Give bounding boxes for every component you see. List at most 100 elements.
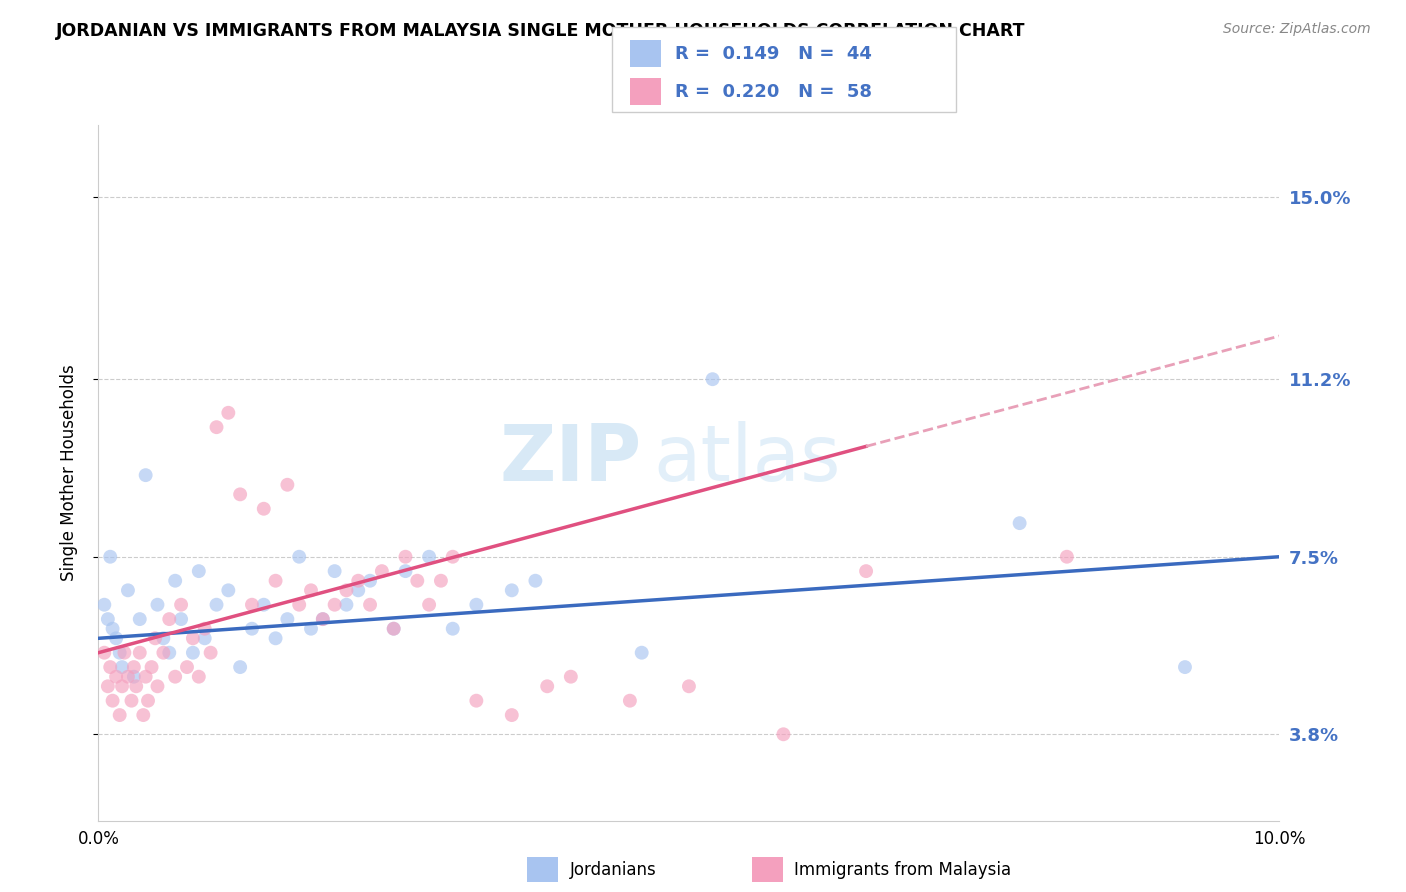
Point — [335, 598, 357, 612]
Point — [359, 574, 381, 588]
Point — [855, 564, 877, 578]
Point — [117, 583, 139, 598]
Point — [323, 598, 346, 612]
Point — [441, 549, 464, 564]
Point — [276, 612, 298, 626]
Point — [394, 549, 416, 564]
Point — [157, 646, 180, 660]
Point — [176, 660, 198, 674]
Point — [1056, 549, 1078, 564]
Point — [111, 660, 134, 674]
Point — [371, 564, 394, 578]
Point — [441, 622, 464, 636]
Point — [501, 708, 523, 723]
Point — [501, 583, 523, 598]
Point — [1174, 660, 1197, 674]
Point — [194, 622, 217, 636]
Point — [132, 708, 155, 723]
Point — [288, 598, 311, 612]
Point — [187, 564, 209, 578]
Point — [181, 632, 204, 646]
Point — [465, 694, 488, 708]
Text: Jordanians: Jordanians — [569, 861, 657, 879]
Point — [105, 632, 128, 646]
Point — [678, 679, 700, 693]
Text: JORDANIAN VS IMMIGRANTS FROM MALAYSIA SINGLE MOTHER HOUSEHOLDS CORRELATION CHART: JORDANIAN VS IMMIGRANTS FROM MALAYSIA SI… — [56, 22, 1026, 40]
Point — [772, 727, 794, 741]
Point — [253, 598, 276, 612]
Point — [524, 574, 547, 588]
Point — [101, 622, 124, 636]
Point — [288, 549, 311, 564]
Point — [276, 477, 298, 491]
Text: Source: ZipAtlas.com: Source: ZipAtlas.com — [1223, 22, 1371, 37]
Point — [97, 612, 120, 626]
Point — [97, 679, 120, 693]
Point — [205, 598, 228, 612]
Point — [194, 632, 217, 646]
Point — [146, 679, 169, 693]
Point — [170, 612, 193, 626]
Text: R =  0.149   N =  44: R = 0.149 N = 44 — [675, 45, 872, 62]
Point — [359, 598, 381, 612]
Point — [406, 574, 429, 588]
Point — [347, 583, 370, 598]
Point — [418, 598, 440, 612]
Point — [128, 612, 150, 626]
Point — [152, 646, 174, 660]
Point — [312, 612, 335, 626]
Point — [229, 660, 252, 674]
Point — [229, 487, 252, 501]
Point — [200, 646, 222, 660]
Point — [465, 598, 488, 612]
Point — [264, 632, 287, 646]
Point — [135, 670, 157, 684]
Y-axis label: Single Mother Households: Single Mother Households — [59, 365, 77, 581]
Point — [98, 549, 121, 564]
Point — [181, 646, 204, 660]
Point — [430, 574, 453, 588]
Point — [165, 670, 187, 684]
Point — [217, 406, 239, 420]
Point — [382, 622, 405, 636]
Point — [136, 694, 159, 708]
Text: Immigrants from Malaysia: Immigrants from Malaysia — [794, 861, 1011, 879]
Point — [146, 598, 169, 612]
Point — [170, 598, 193, 612]
Point — [98, 660, 121, 674]
Point — [101, 694, 124, 708]
Point — [205, 420, 228, 434]
Point — [125, 679, 148, 693]
Point — [93, 598, 115, 612]
Text: atlas: atlas — [654, 421, 841, 497]
Point — [619, 694, 641, 708]
Point — [108, 708, 131, 723]
Point — [299, 622, 322, 636]
Point — [418, 549, 440, 564]
Point — [143, 632, 166, 646]
Point — [105, 670, 128, 684]
Point — [347, 574, 370, 588]
Point — [187, 670, 209, 684]
Text: R =  0.220   N =  58: R = 0.220 N = 58 — [675, 83, 872, 101]
Point — [312, 612, 335, 626]
Point — [240, 598, 263, 612]
Point — [299, 583, 322, 598]
Point — [394, 564, 416, 578]
Point — [152, 632, 174, 646]
Point — [240, 622, 263, 636]
Point — [323, 564, 346, 578]
Point — [264, 574, 287, 588]
Point — [536, 679, 558, 693]
Point — [165, 574, 187, 588]
Point — [117, 670, 139, 684]
Point — [217, 583, 239, 598]
Point — [141, 660, 163, 674]
Point — [157, 612, 180, 626]
Point — [93, 646, 115, 660]
Point — [1008, 516, 1031, 530]
Point — [122, 670, 145, 684]
Point — [630, 646, 652, 660]
Point — [122, 660, 145, 674]
Point — [702, 372, 724, 386]
